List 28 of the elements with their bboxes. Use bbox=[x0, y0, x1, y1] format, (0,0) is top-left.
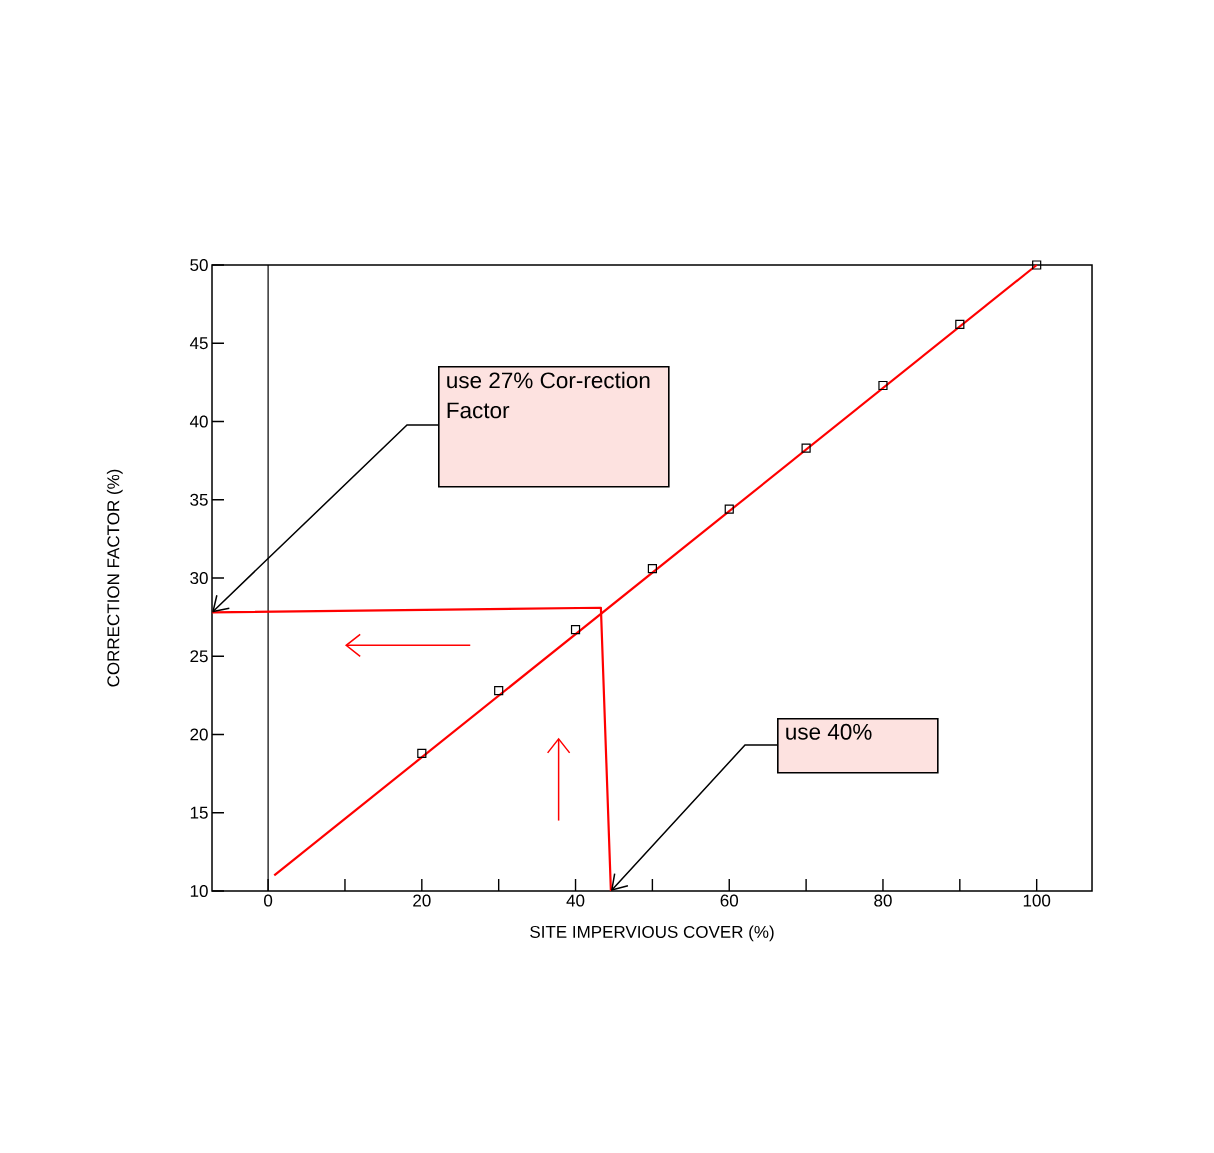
point bbox=[878, 380, 888, 391]
point bbox=[1032, 260, 1042, 270]
point bbox=[801, 443, 811, 453]
y-axis-title: CORRECTION FACTOR (%) bbox=[106, 469, 123, 687]
x-tick-label: 40 bbox=[566, 894, 585, 907]
y-tick-label: 45 bbox=[189, 337, 208, 350]
x-tick-label: 80 bbox=[874, 894, 892, 907]
point bbox=[570, 625, 581, 635]
x-axis-title: SITE IMPERVIOUS COVER (%) bbox=[530, 925, 774, 942]
point bbox=[955, 319, 965, 330]
point bbox=[647, 564, 657, 574]
x-tick-label: 20 bbox=[413, 894, 431, 907]
annotation: use 27% Cor-rection Factor bbox=[447, 371, 650, 419]
x-tick-label: 100 bbox=[1023, 894, 1051, 907]
y-tick-label: 20 bbox=[190, 728, 208, 741]
y-tick-label: 10 bbox=[190, 884, 208, 898]
y-tick-label: 30 bbox=[190, 571, 208, 585]
y-tick-label: 35 bbox=[190, 493, 208, 506]
y-tick-label: 40 bbox=[189, 415, 208, 428]
point bbox=[494, 686, 504, 696]
x-tick-label: 0 bbox=[264, 894, 273, 907]
point bbox=[724, 504, 734, 514]
annotation: use 40% bbox=[786, 723, 872, 740]
y-tick-label: 50 bbox=[190, 258, 208, 272]
point bbox=[417, 748, 427, 758]
x-tick-label: 60 bbox=[720, 894, 739, 907]
y-tick-label: 25 bbox=[190, 650, 208, 663]
y-tick-label: 15 bbox=[190, 806, 208, 819]
